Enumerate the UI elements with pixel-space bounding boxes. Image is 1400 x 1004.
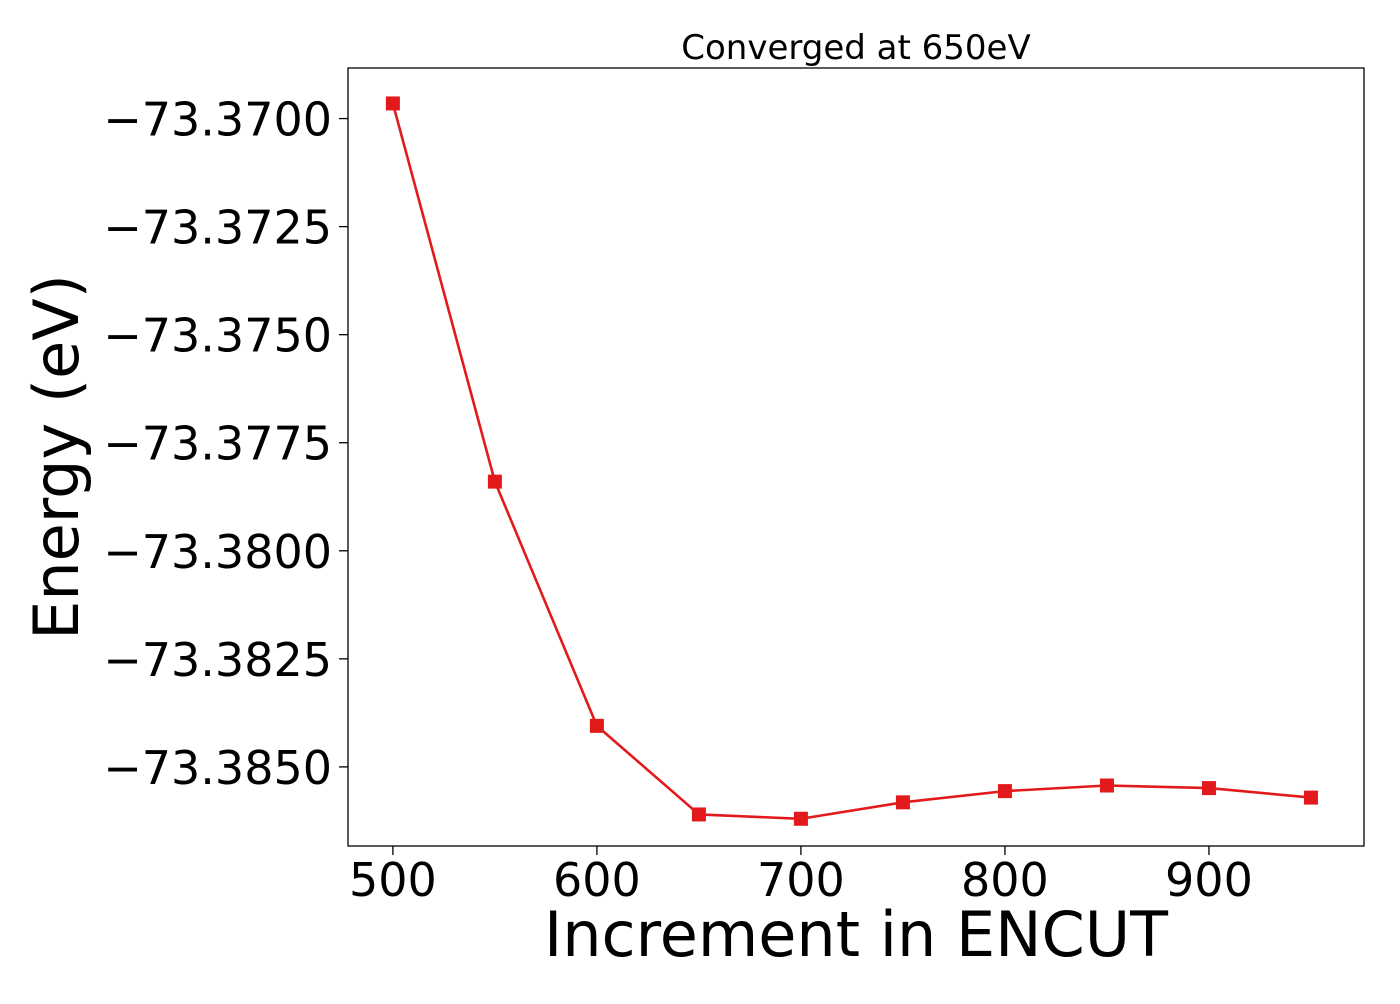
- data-point-marker: [997, 784, 1012, 799]
- data-point-marker: [895, 795, 910, 810]
- y-tick-label: −73.3825: [103, 633, 332, 687]
- data-point-marker: [793, 811, 808, 826]
- y-tick-label: −73.3775: [103, 417, 332, 471]
- plot-frame: [347, 67, 1365, 847]
- x-tick-label: 600: [553, 853, 641, 907]
- data-point-marker: [1201, 781, 1216, 796]
- y-tick-label: −73.3700: [103, 93, 332, 147]
- x-tick-label: 700: [757, 853, 845, 907]
- y-axis: −73.3700 −73.3725 −73.3750 −73.3775 −73.3800…: [103, 93, 348, 795]
- series-layer: [385, 96, 1318, 826]
- data-point-marker: [691, 807, 706, 822]
- data-point-marker: [487, 474, 502, 489]
- x-tick-label: 500: [349, 853, 437, 907]
- x-tick-label: 800: [961, 853, 1049, 907]
- x-axis-title: Increment in ENCUT: [544, 898, 1169, 971]
- y-tick-label: −73.3725: [103, 201, 332, 255]
- x-axis: 500 600 700 800 900: [349, 846, 1253, 907]
- y-tick-label: −73.3800: [103, 525, 332, 579]
- chart-title: Converged at 650eV: [681, 28, 1030, 68]
- series-line: [391, 103, 1312, 821]
- data-point-marker: [385, 96, 400, 111]
- data-point-marker: [589, 718, 604, 733]
- x-tick-label: 900: [1165, 853, 1253, 907]
- data-point-marker: [1099, 778, 1114, 793]
- data-point-marker: [1303, 790, 1318, 805]
- y-tick-label: −73.3750: [103, 309, 332, 363]
- y-axis-title: Energy (eV): [20, 274, 93, 640]
- y-tick-label: −73.3850: [103, 741, 332, 795]
